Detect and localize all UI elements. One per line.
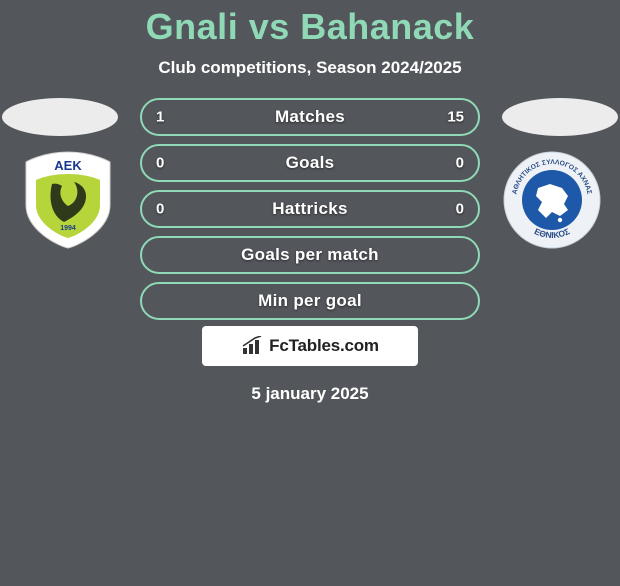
player-photo-left (2, 98, 118, 136)
aek-badge-icon: AEK 1994 (18, 150, 118, 250)
stat-right-value: 0 (456, 155, 464, 172)
ethnikos-badge-icon: ΑΘΛΗΤΙΚΟΣ ΣΥΛΛΟΓΟΣ ΑΧΝΑΣ ΕΘΝΙΚΟΣ (502, 150, 602, 250)
brand-text: FcTables.com (269, 336, 379, 356)
stat-row-min-per-goal: Min per goal (140, 282, 480, 320)
stats-column: 1 Matches 15 0 Goals 0 0 Hattricks 0 Goa… (140, 98, 480, 320)
badge-year-text: 1994 (60, 225, 76, 232)
page-title: Gnali vs Bahanack (0, 6, 620, 48)
stat-row-matches: 1 Matches 15 (140, 98, 480, 136)
player-photo-right (502, 98, 618, 136)
date-text: 5 january 2025 (0, 384, 620, 404)
club-badge-right: ΑΘΛΗΤΙΚΟΣ ΣΥΛΛΟΓΟΣ ΑΧΝΑΣ ΕΘΝΙΚΟΣ (502, 150, 602, 250)
stat-label: Goals per match (241, 245, 379, 265)
badge-top-text: AEK (54, 158, 82, 173)
stat-row-goals: 0 Goals 0 (140, 144, 480, 182)
club-badge-left: AEK 1994 (18, 150, 118, 250)
stat-row-goals-per-match: Goals per match (140, 236, 480, 274)
stat-left-value: 0 (156, 155, 164, 172)
stat-label: Goals (286, 153, 335, 173)
stat-row-hattricks: 0 Hattricks 0 (140, 190, 480, 228)
stat-left-value: 1 (156, 109, 164, 126)
stat-right-value: 15 (447, 109, 464, 126)
page-subtitle: Club competitions, Season 2024/2025 (0, 58, 620, 78)
brand-badge[interactable]: FcTables.com (202, 326, 418, 366)
stat-left-value: 0 (156, 201, 164, 218)
stat-label: Matches (275, 107, 345, 127)
stat-label: Min per goal (258, 291, 362, 311)
bar-chart-icon (241, 336, 265, 356)
stat-label: Hattricks (272, 199, 347, 219)
stat-right-value: 0 (456, 201, 464, 218)
